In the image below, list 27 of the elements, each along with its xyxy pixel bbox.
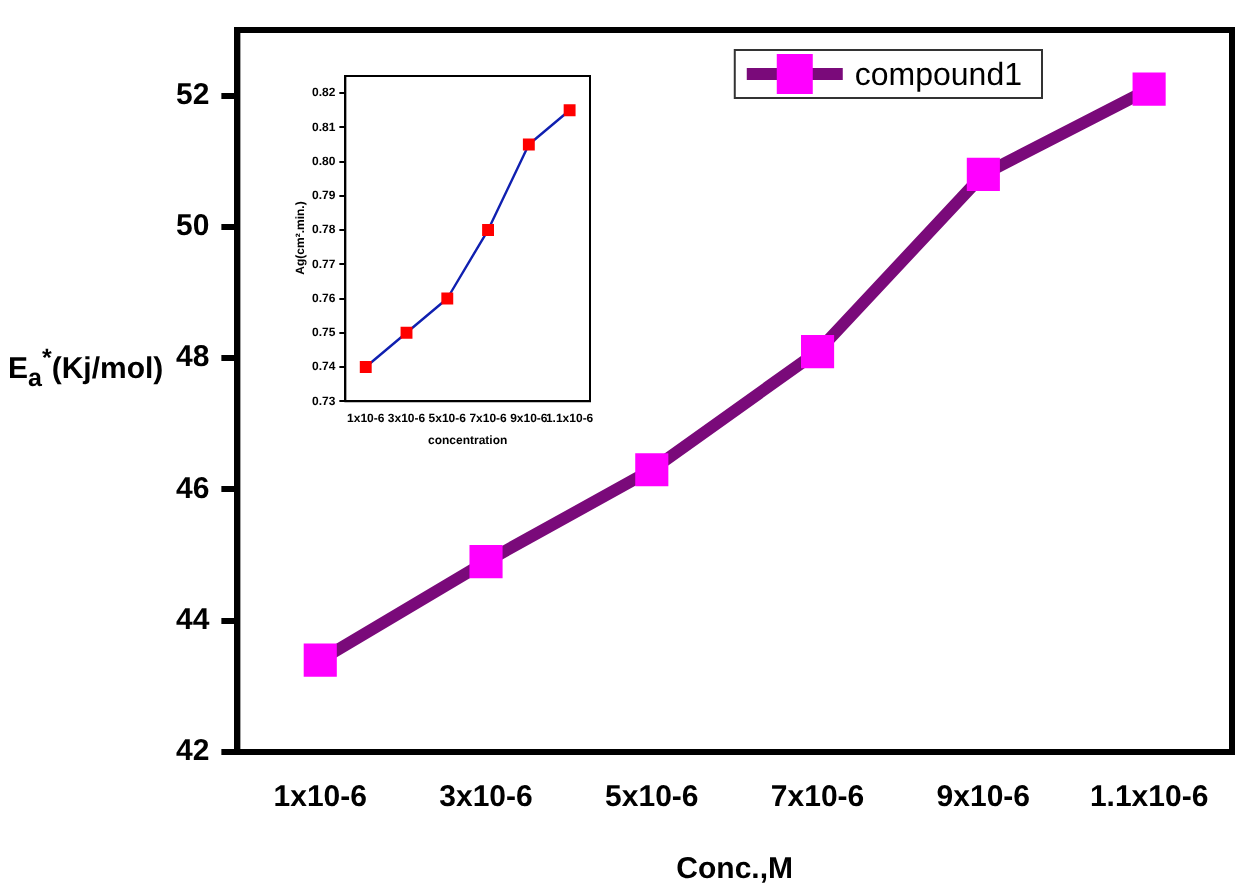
point [966,157,1000,191]
point [359,361,372,373]
point [441,292,454,305]
y-tick-label: 44 [175,603,211,638]
x-tick-label: 9x10-6 [936,780,1031,815]
point [469,545,503,579]
x-tick-label: 3x10-6 [439,780,533,815]
point [303,643,337,677]
y-tick-label: 50 [175,209,210,244]
y-tick-label: 42 [175,734,210,769]
point [635,453,669,487]
point [400,326,413,339]
x-tick-label: 1.1x10-6 [1089,780,1209,815]
point [801,335,835,369]
legend-label: compound1 [854,58,1023,93]
point [522,138,535,151]
x-tick-label: 5x10-6 [605,780,699,815]
y-tick-label: 48 [175,340,210,375]
point [1132,72,1166,106]
x-axis-title: Conc.,M [676,852,794,887]
y-tick-label: 46 [175,471,210,506]
y-tick-label: 52 [175,77,210,112]
point [563,104,576,117]
x-tick-label: 1x10-6 [273,780,367,815]
x-tick-label: 7x10-6 [770,780,865,815]
point [482,224,495,236]
y-axis-title: E$_{a}$$^{*}$(Kj/mol) [8,344,164,392]
